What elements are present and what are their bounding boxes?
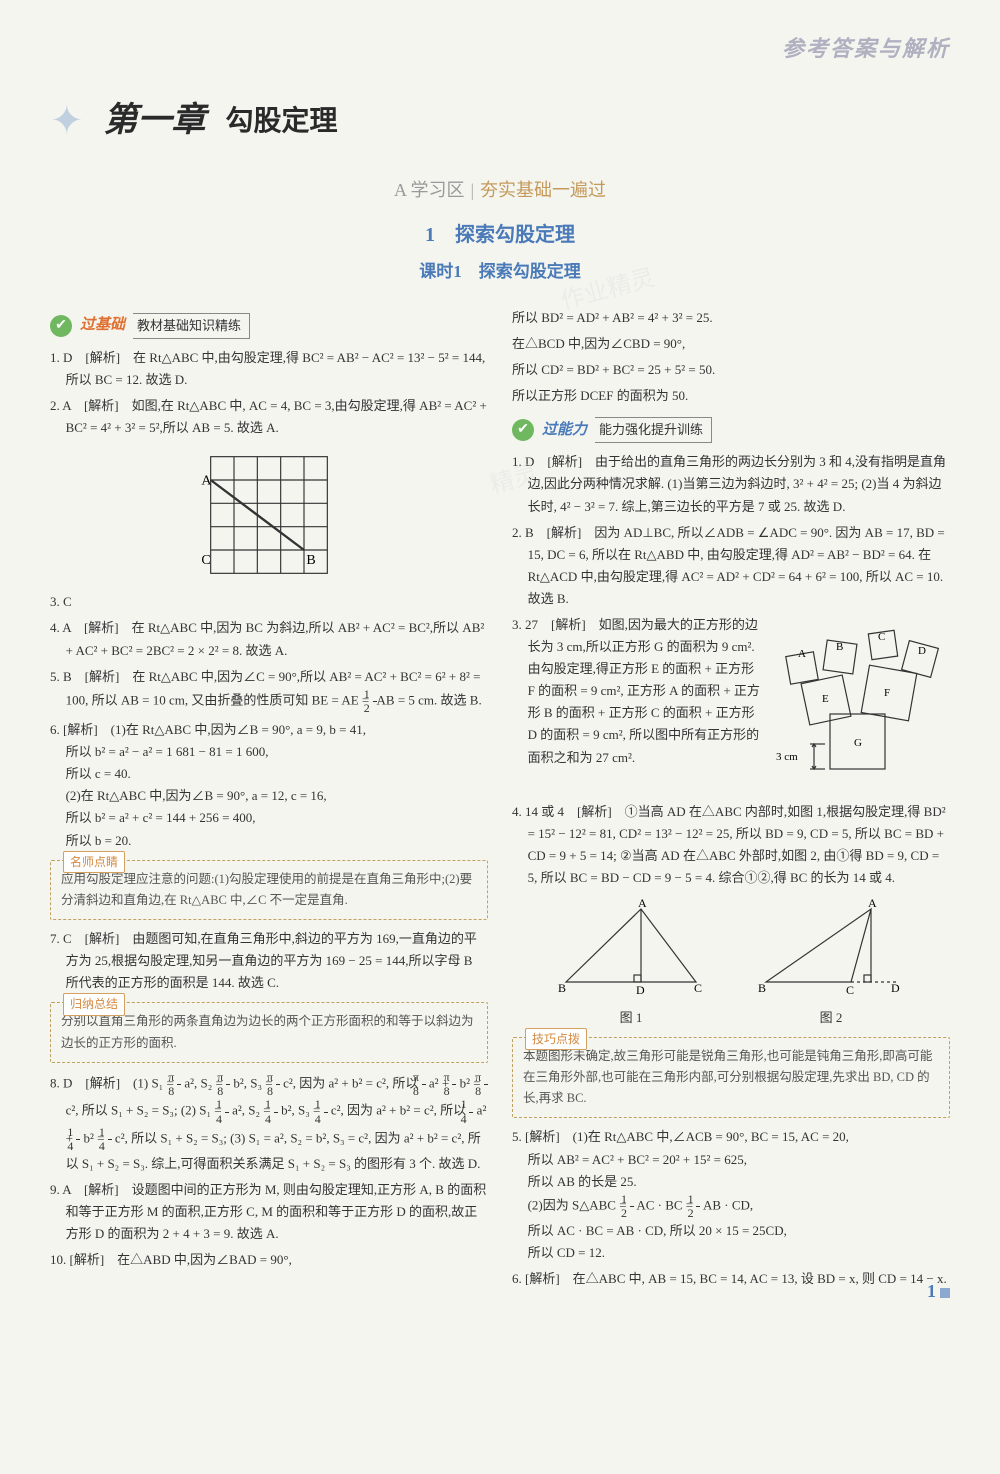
svg-text:D: D xyxy=(918,645,926,657)
svg-text:A: A xyxy=(638,897,647,910)
svg-text:B: B xyxy=(836,641,843,653)
svg-text:A: A xyxy=(201,474,212,489)
fig2-caption: 图 2 xyxy=(746,1007,916,1029)
right-column: 所以 BD² = AD² + AB² = 4² + 3² = 25. 在△BCD… xyxy=(512,303,950,1294)
note-technique: 技巧点拨 本题图形未确定,故三角形可能是锐角三角形,也可能是钝角三角形,即高可能… xyxy=(512,1037,950,1119)
svg-text:B: B xyxy=(558,981,566,995)
svg-text:E: E xyxy=(822,693,829,705)
block-basics-title: 过基础 xyxy=(80,313,125,339)
svg-text:D: D xyxy=(891,981,900,995)
svg-text:C: C xyxy=(201,553,210,568)
svg-text:F: F xyxy=(884,687,890,699)
q5: 5. B [解析] 在 Rt△ABC 中,因为∠C = 90°,所以 AB² =… xyxy=(50,666,488,715)
r-p4: 所以正方形 DCEF 的面积为 50. xyxy=(512,385,950,407)
svg-text:B: B xyxy=(758,981,766,995)
q2: 2. A [解析] 如图,在 Rt△ABC 中, AC = 4, BC = 3,… xyxy=(50,395,488,439)
q4: 4. A [解析] 在 Rt△ABC 中,因为 BC 为斜边,所以 AB² + … xyxy=(50,617,488,661)
star-icon: ✦ xyxy=(50,87,84,155)
svg-text:A: A xyxy=(868,897,877,910)
svg-text:3 cm: 3 cm xyxy=(776,751,798,763)
header-banner: 参考答案与解析 xyxy=(50,30,950,67)
check-icon: ✔ xyxy=(50,315,72,337)
figure-grid: A B C xyxy=(199,445,339,585)
figure-triangles: A B D C 图 1 A B C D 图 2 xyxy=(512,897,950,1028)
check-icon: ✔ xyxy=(512,419,534,441)
note-label: 归纳总结 xyxy=(63,993,125,1015)
rq5: 5. [解析] (1)在 Rt△ABC 中,∠ACB = 90°, BC = 1… xyxy=(512,1126,950,1264)
block-ability-head: ✔ 过能力 能力强化提升训练 xyxy=(512,417,950,443)
left-column: ✔ 过基础 教材基础知识精练 1. D [解析] 在 Rt△ABC 中,由勾股定… xyxy=(50,303,488,1294)
q10: 10. [解析] 在△ABD 中,因为∠BAD = 90°, xyxy=(50,1249,488,1271)
svg-text:C: C xyxy=(694,981,702,995)
q7: 7. C [解析] 由题图可知,在直角三角形中,斜边的平方为 169,一直角边的… xyxy=(50,928,488,994)
note-teacher: 名师点睛 应用勾股定理应注意的问题:(1)勾股定理使用的前提是在直角三角形中;(… xyxy=(50,860,488,921)
zone-label: A 学习区|夯实基础一遍过 xyxy=(50,175,950,206)
rq6: 6. [解析] 在△ABC 中, AB = 15, BC = 14, AC = … xyxy=(512,1268,950,1290)
chapter-title: 第一章 xyxy=(104,92,206,150)
note-label: 技巧点拨 xyxy=(525,1028,587,1050)
r-p1: 所以 BD² = AD² + AB² = 4² + 3² = 25. xyxy=(512,307,950,329)
figure-squares: A B C D E F G 3 cm xyxy=(770,614,950,791)
rq4: 4. 14 或 4 [解析] ①当高 AD 在△ABC 内部时,如图 1,根据勾… xyxy=(512,801,950,889)
svg-text:G: G xyxy=(854,737,862,749)
block-basics-head: ✔ 过基础 教材基础知识精练 xyxy=(50,313,488,339)
block-ability-sub: 能力强化提升训练 xyxy=(595,417,712,443)
q6: 6. [解析] (1)在 Rt△ABC 中,因为∠B = 90°, a = 9,… xyxy=(50,719,488,852)
page-number: 1 xyxy=(927,1276,950,1307)
svg-text:D: D xyxy=(636,983,645,997)
svg-text:A: A xyxy=(798,648,806,660)
q3: 3. C xyxy=(50,591,488,613)
note-summary: 归纳总结 分别以直角三角形的两条直角边为边长的两个正方形面积的和等于以斜边为边长… xyxy=(50,1002,488,1063)
chapter-subtitle: 勾股定理 xyxy=(226,98,338,146)
rq2: 2. B [解析] 因为 AD⊥BC, 所以∠ADB = ∠ADC = 90°.… xyxy=(512,522,950,610)
fig1-caption: 图 1 xyxy=(546,1007,716,1029)
svg-text:C: C xyxy=(878,631,885,643)
block-ability-title: 过能力 xyxy=(542,418,587,444)
r-p3: 所以 CD² = BD² + BC² = 25 + 5² = 50. xyxy=(512,359,950,381)
rq1: 1. D [解析] 由于给出的直角三角形的两边长分别为 3 和 4,没有指明是直… xyxy=(512,451,950,517)
note-label: 名师点睛 xyxy=(63,851,125,873)
q1: 1. D [解析] 在 Rt△ABC 中,由勾股定理,得 BC² = AB² −… xyxy=(50,347,488,391)
lesson-title: 课时1 探索勾股定理 xyxy=(50,258,950,287)
chapter-heading: ✦ 第一章 勾股定理 xyxy=(50,87,950,155)
r-p2: 在△BCD 中,因为∠CBD = 90°, xyxy=(512,333,950,355)
block-basics-sub: 教材基础知识精练 xyxy=(133,313,250,339)
q9: 9. A [解析] 设题图中间的正方形为 M, 则由勾股定理知,正方形 A, B… xyxy=(50,1179,488,1245)
svg-text:C: C xyxy=(846,983,854,997)
svg-text:B: B xyxy=(306,553,315,568)
q8: 8. D [解析] (1) S₁ = π8 a², S₂ = π8 b², S₃… xyxy=(50,1071,488,1175)
section-title: 1 探索勾股定理 xyxy=(50,218,950,252)
